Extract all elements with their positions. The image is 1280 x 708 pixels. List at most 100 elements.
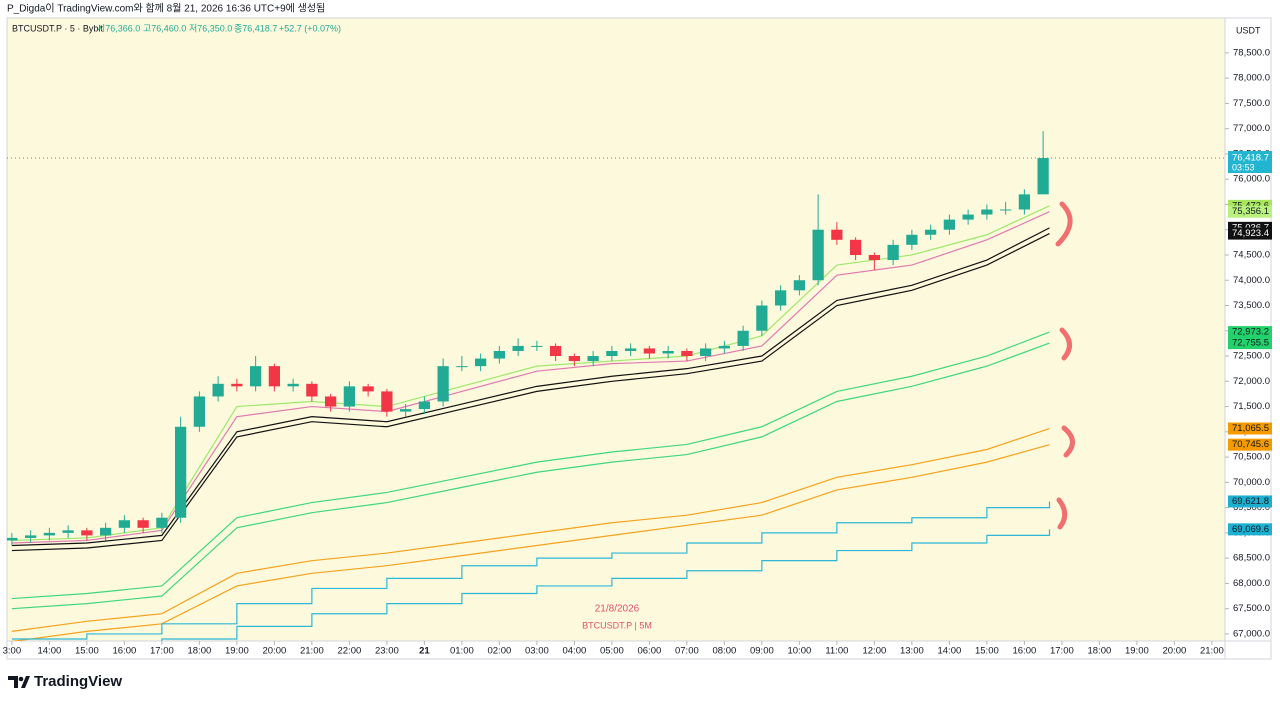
candle-body [812, 229, 824, 281]
ohlc-high: 고76,460.0 [143, 23, 186, 33]
plot [7, 131, 1051, 641]
x-tick-label: 16:00 [112, 646, 136, 657]
y-tick-label: 70,000.0 [1233, 477, 1270, 488]
candle-body [606, 350, 618, 357]
candle-body [493, 350, 505, 359]
candle-body [25, 535, 37, 538]
indicator-line [11, 227, 1050, 547]
x-tick-label: 12:00 [862, 646, 886, 657]
x-tick-label: 17:00 [150, 646, 174, 657]
candle-body [587, 356, 599, 362]
candle-body [287, 383, 299, 387]
candle-body [475, 358, 487, 367]
candle-body [662, 350, 674, 354]
x-tick-label: 21:00 [1200, 646, 1224, 657]
candle-body [118, 520, 130, 528]
price-label-box [1228, 205, 1272, 218]
candle-body [62, 530, 74, 533]
candle-body [850, 239, 862, 255]
indicator-line [11, 331, 1050, 600]
candle-body [1037, 158, 1049, 195]
arc-annotation [1055, 201, 1073, 247]
candle-body [381, 391, 393, 412]
candle-body [418, 401, 430, 410]
y-tick-label: 78,000.0 [1233, 73, 1270, 84]
watermark-symbol: BTCUSDT.P | 5M [582, 620, 652, 630]
x-tick-label: 09:00 [750, 646, 774, 657]
candle-body [306, 383, 318, 397]
y-tick-label: 67,500.0 [1233, 603, 1270, 614]
x-tick-label: 10:00 [787, 646, 811, 657]
indicator-line [161, 529, 1051, 641]
logo [18, 676, 24, 682]
x-tick-label: 02:00 [487, 646, 511, 657]
candle-body [231, 383, 243, 387]
price-label: 71,065.5 [1232, 423, 1269, 434]
watermark-date: 21/8/2026 [595, 604, 640, 615]
price-label-box [1228, 523, 1272, 536]
x-tick-label: 19:00 [1125, 646, 1149, 657]
candle-body [793, 280, 805, 291]
x-tick-label: 04:00 [562, 646, 586, 657]
y-tick-label: 74,000.0 [1233, 275, 1270, 286]
currency: USDT [1236, 25, 1261, 35]
y-tick-label: 78,500.0 [1233, 47, 1270, 58]
candle-body [212, 383, 224, 397]
price-label-box [1228, 422, 1272, 435]
x-tick-label: 06:00 [637, 646, 661, 657]
candle-body [1000, 209, 1012, 211]
candle-body [1018, 194, 1030, 210]
countdown: 03:53 [1232, 162, 1255, 172]
candle-body [250, 366, 262, 387]
indicator-line [11, 211, 1050, 544]
x-tick-label: 21 [419, 646, 430, 657]
candle-body [437, 366, 449, 402]
x-tick-label: 03:00 [525, 646, 549, 657]
candle-body [175, 426, 187, 518]
candle-body [962, 214, 974, 220]
candle-body [718, 345, 730, 349]
price-label-box [1228, 495, 1272, 508]
brand-logo: TradingView [8, 673, 122, 690]
symbol: BTCUSDT.P · 5 · Bybit [12, 23, 103, 33]
x-tick-label: 18:00 [1087, 646, 1111, 657]
candle-body [531, 345, 543, 347]
y-tick-label: 68,500.0 [1233, 553, 1270, 564]
x-tick-label: 13:00 [900, 646, 924, 657]
indicator-line [11, 205, 1050, 542]
price-label: 70,745.6 [1232, 439, 1269, 450]
candle-body [268, 366, 280, 387]
x-tick-label: 21:00 [300, 646, 324, 657]
candle-body [756, 305, 768, 331]
candle-body [100, 527, 112, 536]
ohlc-change: +52.7 (+0.07%) [279, 23, 341, 33]
x-tick-label: 20:00 [262, 646, 286, 657]
x-tick-label: 22:00 [337, 646, 361, 657]
y-tick-label: 74,500.0 [1233, 249, 1270, 260]
candle-body [43, 532, 55, 536]
annotations [1055, 201, 1075, 530]
candle-body [81, 530, 93, 536]
arc-annotation [1056, 497, 1068, 530]
y-tick-label: 69,500.0 [1233, 502, 1270, 513]
last-price-label: 76,418.7 [1232, 153, 1269, 164]
price-label-box [1228, 337, 1272, 350]
candle-body [156, 517, 168, 528]
indicator-line [11, 501, 1051, 640]
indicator-line [11, 342, 1050, 610]
price-label-box [1228, 326, 1272, 339]
ohlc-open: 시76,366.0 [97, 23, 140, 33]
price-label-box [1228, 227, 1272, 240]
candle-body [400, 409, 412, 412]
y-tick-label: 77,000.0 [1233, 123, 1270, 134]
y-tick-label: 72,500.0 [1233, 351, 1270, 362]
arc-annotation [1059, 327, 1072, 361]
ohlc-close: 종76,418.7 [234, 23, 277, 33]
candle-body [831, 229, 843, 240]
candle-body [193, 396, 205, 427]
candle-body [700, 348, 712, 357]
candle-body [681, 350, 693, 357]
candle-body [906, 234, 918, 245]
candle-body [643, 348, 655, 354]
